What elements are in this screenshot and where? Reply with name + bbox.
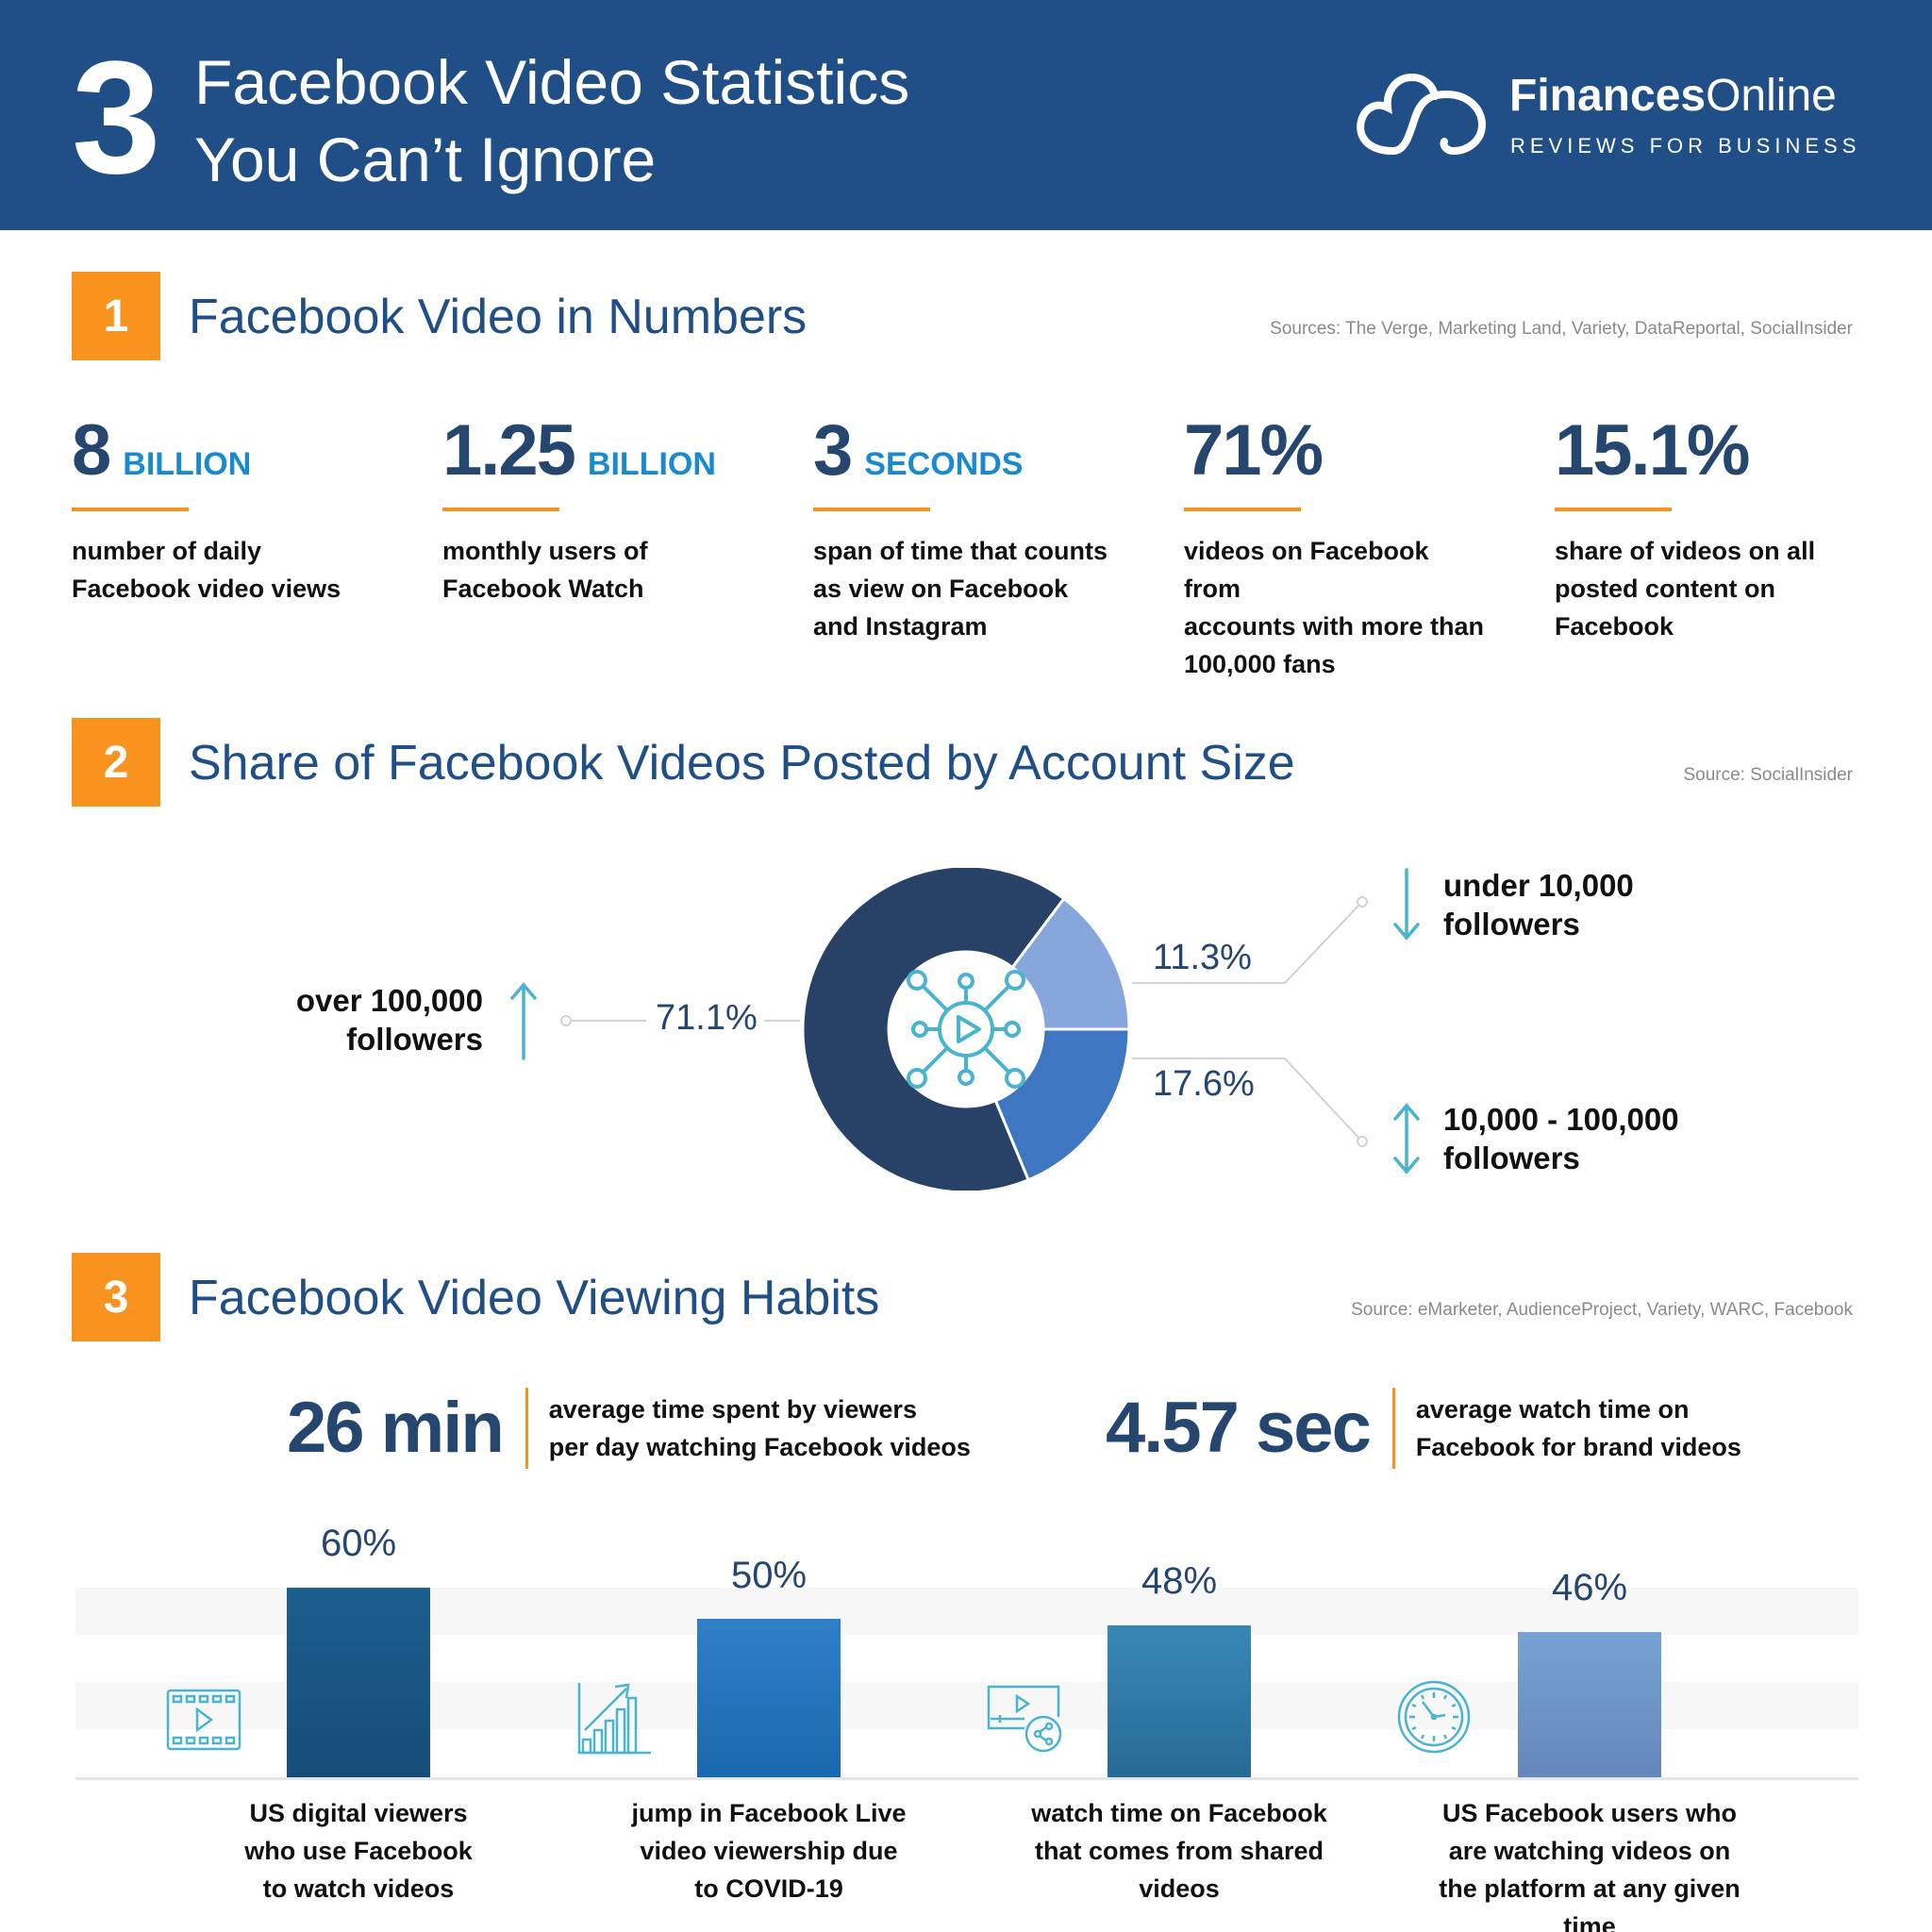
section-3-title: Facebook Video Viewing Habits xyxy=(189,1271,880,1325)
brand-logo[interactable]: FinancesOnline REVIEWS FOR BUSINESS xyxy=(1354,72,1863,166)
section-2-source: Source: SocialInsider xyxy=(1683,765,1853,785)
growth-chart-icon xyxy=(577,1683,651,1755)
title-line-1: Facebook Video Statistics xyxy=(194,47,910,117)
cloud-logo-icon xyxy=(1357,74,1487,155)
orange-rule xyxy=(72,508,189,511)
orange-rule xyxy=(442,508,559,511)
bar-label-2: jump in Facebook Live video viewership du… xyxy=(631,1799,907,1903)
section-2-badge: 2 xyxy=(72,718,160,807)
bar-live-viewership-jump xyxy=(697,1619,841,1777)
section-2-title: Share of Facebook Videos Posted by Accou… xyxy=(189,736,1295,791)
brand-tagline: REVIEWS FOR BUSINESS xyxy=(1510,134,1861,158)
stat-view-seconds: 3 SECONDS span of time that counts as view… xyxy=(813,415,1115,645)
orange-rule xyxy=(1184,508,1301,511)
highlight-value: 4.57 sec xyxy=(1106,1388,1372,1468)
bar-value-2: 50% xyxy=(730,1555,808,1596)
arrow-down-icon xyxy=(1393,868,1420,941)
bar-us-digital-viewers xyxy=(287,1588,430,1777)
section-1-title: Facebook Video in Numbers xyxy=(189,290,808,344)
header-big-number: 3 xyxy=(72,28,161,208)
stat-description: monthly users of Facebook Watch xyxy=(442,537,648,603)
stat-video-share: 15.1% share of videos on all posted conte… xyxy=(1555,415,1857,645)
header-banner: 3 Facebook Video Statistics You Can’t Ig… xyxy=(0,0,1932,230)
stat-description: share of videos on all posted content on F… xyxy=(1555,537,1816,641)
orange-divider xyxy=(1391,1387,1395,1469)
stat-description: span of time that counts as view on Faceb… xyxy=(813,537,1108,641)
stat-unit: BILLION xyxy=(123,446,252,482)
bar-value-3: 48% xyxy=(1141,1560,1218,1602)
stat-value: 1.25 xyxy=(442,410,576,491)
pct-10k-100k: 17.6% xyxy=(1153,1064,1255,1104)
title-line-2: You Can’t Ignore xyxy=(194,125,657,194)
brand-name: FinancesOnline xyxy=(1509,71,1837,121)
legend-over-100k: over 100,000 followers xyxy=(295,983,483,1057)
video-share-icon xyxy=(987,1685,1062,1753)
section-1-source: Sources: The Verge, Marketing Land, Vari… xyxy=(1270,319,1853,339)
highlight-description: average watch time on Facebook for brand… xyxy=(1415,1394,1741,1461)
bar-label-3: watch time on Facebook that comes from sh… xyxy=(1031,1799,1327,1903)
section-1-badge: 1 xyxy=(72,272,160,360)
bar-value-4: 46% xyxy=(1551,1567,1628,1608)
stat-value: 71% xyxy=(1184,410,1324,491)
segment-10k-100k xyxy=(993,1027,1131,1182)
bar-shared-watch-time xyxy=(1108,1625,1251,1777)
arrow-up-icon xyxy=(510,982,537,1060)
pct-under-10k: 11.3% xyxy=(1153,938,1252,977)
highlight-description: average time spent by viewers per day wa… xyxy=(548,1394,971,1461)
bar-concurrent-viewers xyxy=(1518,1632,1661,1777)
arrow-up-down-icon xyxy=(1393,1103,1420,1174)
stat-value: 15.1% xyxy=(1555,410,1750,491)
stat-large-accounts: 71% videos on Facebook from accounts with… xyxy=(1184,415,1486,683)
orange-divider xyxy=(525,1387,528,1469)
stat-value: 3 xyxy=(813,410,853,491)
highlight-value: 26 min xyxy=(287,1388,505,1468)
pct-over-100k: 71.1% xyxy=(656,998,758,1038)
highlight-brand-watch-time: 4.57 sec average watch time on Facebook … xyxy=(1106,1387,1741,1469)
chart-baseline xyxy=(75,1777,1858,1780)
clock-icon xyxy=(1397,1680,1471,1754)
section-3-badge: 3 xyxy=(72,1253,160,1341)
stat-value: 8 xyxy=(72,410,111,491)
stat-watch-users: 1.25 BILLION monthly users of Facebook Wat… xyxy=(442,415,744,608)
stat-daily-views: 8 BILLION number of daily Facebook video v… xyxy=(72,415,374,608)
bar-label-4: US Facebook users who are watching videos… xyxy=(1439,1799,1740,1932)
stat-unit: SECONDS xyxy=(864,446,1024,482)
orange-rule xyxy=(813,508,930,511)
highlight-daily-minutes: 26 min average time spent by viewers per… xyxy=(287,1387,971,1469)
legend-10k-100k: 10,000 - 100,000 followers xyxy=(1443,1102,1679,1175)
video-network-icon xyxy=(907,970,1025,1089)
stat-description: videos on Facebook from accounts with mor… xyxy=(1184,537,1485,678)
orange-rule xyxy=(1555,508,1672,511)
film-strip-play-icon xyxy=(166,1689,242,1751)
legend-under-10k: under 10,000 followers xyxy=(1443,868,1634,941)
stat-unit: BILLION xyxy=(587,446,716,482)
stat-description: number of daily Facebook video views xyxy=(72,537,341,603)
section-3-source: Source: eMarketer, AudienceProject, Vari… xyxy=(1351,1300,1853,1320)
bar-label-1: US digital viewers who use Facebook to wat… xyxy=(244,1799,473,1903)
donut-chart xyxy=(800,864,1132,1194)
bar-value-1: 60% xyxy=(320,1523,397,1564)
page-title: Facebook Video Statistics You Can’t Igno… xyxy=(194,43,909,198)
